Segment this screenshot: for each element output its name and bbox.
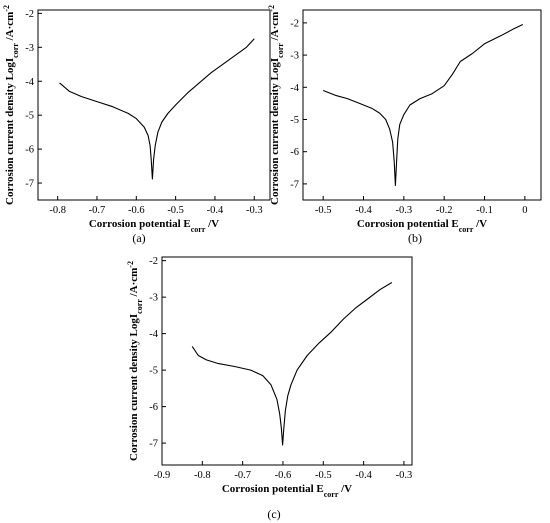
x-tick-label: -0.5 <box>315 205 332 216</box>
y-tick-label: -5 <box>149 366 158 377</box>
y-tick-label: -5 <box>290 115 299 126</box>
y-axis-title-part: Corrosion current density LogI <box>128 314 140 461</box>
y-axis-title-part: /A·cm <box>4 12 16 43</box>
x-tick-label: -0.6 <box>128 205 145 216</box>
y-axis-title-part: corr <box>276 43 285 58</box>
x-tick-label: -0.5 <box>315 470 332 481</box>
y-axis-title-part: Corrosion current density LogI <box>4 58 16 205</box>
polarization-curve <box>59 38 255 180</box>
x-axis-title: Corrosion potential Ecorr /V <box>222 483 352 499</box>
y-axis-title-part: corr <box>11 43 20 58</box>
y-axis-title-part: -2 <box>126 261 135 268</box>
x-tick-label: -0.7 <box>89 205 106 216</box>
x-axis-title-part: corr <box>191 225 206 234</box>
y-tick-label: -5 <box>25 111 34 122</box>
y-tick-label: -7 <box>149 439 158 450</box>
y-tick-label: -6 <box>290 147 299 158</box>
x-axis-title-part: corr <box>459 225 474 234</box>
x-tick-label: -0.3 <box>396 205 413 216</box>
plot-frame <box>302 9 542 201</box>
y-tick-label: -3 <box>25 43 34 54</box>
y-tick-label: -3 <box>290 51 299 62</box>
y-axis-title-part: Corrosion current density LogI <box>269 58 281 205</box>
y-tick-label: -7 <box>25 179 34 190</box>
y-axis-title-part: corr <box>135 299 144 314</box>
y-tick-label: -7 <box>290 179 299 190</box>
y-tick-label: -4 <box>149 329 158 340</box>
x-tick-label: -0.8 <box>194 470 211 481</box>
x-axis-title-part: /V <box>205 218 219 230</box>
polarization-curve <box>322 24 524 187</box>
x-axis-title-part: Corrosion potential E <box>89 218 191 230</box>
x-tick-label: -0.3 <box>246 205 263 216</box>
x-axis-title-part: Corrosion potential E <box>357 218 459 230</box>
x-axis-title-part: corr <box>324 490 339 499</box>
y-tick-label: -2 <box>25 9 34 20</box>
x-tick-label: -0.4 <box>355 470 372 481</box>
x-tick-label: -0.3 <box>396 470 413 481</box>
polarization-curve <box>191 282 393 446</box>
y-tick-label: -6 <box>149 402 158 413</box>
x-tick-label: -0.2 <box>436 205 453 216</box>
x-tick-label: -0.4 <box>355 205 372 216</box>
x-axis-title: Corrosion potential Ecorr /V <box>89 218 219 234</box>
y-axis-title-part: -2 <box>267 5 276 12</box>
x-tick-label: -0.7 <box>234 470 251 481</box>
y-axis-title-part: /A·cm <box>269 12 281 43</box>
y-tick-label: -3 <box>149 293 158 304</box>
x-tick-label: 0 <box>522 205 527 216</box>
y-tick-label: -2 <box>149 256 158 267</box>
y-tick-label: -2 <box>290 18 299 29</box>
panel-caption: (c) <box>267 507 280 521</box>
y-axis-title-part: /A·cm <box>128 268 140 299</box>
plot-frame <box>37 9 271 201</box>
y-tick-label: -6 <box>25 145 34 156</box>
x-tick-label: -0.1 <box>476 205 493 216</box>
chart-panel-1: -0.8 -0.7 -0.6 -0.5 -0.4 -0.3-7-6-5-4-3-2Corr… <box>2 5 271 245</box>
panel-caption: (a) <box>132 231 145 245</box>
x-axis-title: Corrosion potential Ecorr /V <box>357 218 487 234</box>
x-axis-title-part: /V <box>338 483 352 495</box>
x-axis-title-part: /V <box>473 218 487 230</box>
x-axis-title-part: Corrosion potential E <box>222 483 324 495</box>
plot-frame <box>161 256 413 466</box>
y-axis-title-part: -2 <box>2 5 11 12</box>
x-tick-label: -0.8 <box>49 205 66 216</box>
x-tick-label: -0.4 <box>207 205 224 216</box>
y-tick-label: -4 <box>25 77 34 88</box>
chart-panel-2: -0.5 -0.4 -0.3 -0.2 -0.1 0-7-6-5-4-3-2Corrosi… <box>267 5 542 245</box>
panel-caption: (b) <box>408 231 422 245</box>
y-axis-title: Corrosion current density LogIcorr /A·cm… <box>267 5 285 205</box>
x-tick-label: -0.5 <box>167 205 184 216</box>
chart-panel-3: -0.9 -0.8 -0.7 -0.6 -0.5 -0.4 -0.3 -7 -6 -5 -4 -3 -2… <box>126 256 413 521</box>
y-axis-title: Corrosion current density LogIcorr /A·cm… <box>2 5 20 205</box>
y-tick-label: -4 <box>290 83 299 94</box>
y-axis-title: Corrosion current density LogIcorr /A·cm… <box>126 261 144 461</box>
x-tick-label: -0.9 <box>154 470 171 481</box>
x-tick-label: -0.6 <box>275 470 292 481</box>
